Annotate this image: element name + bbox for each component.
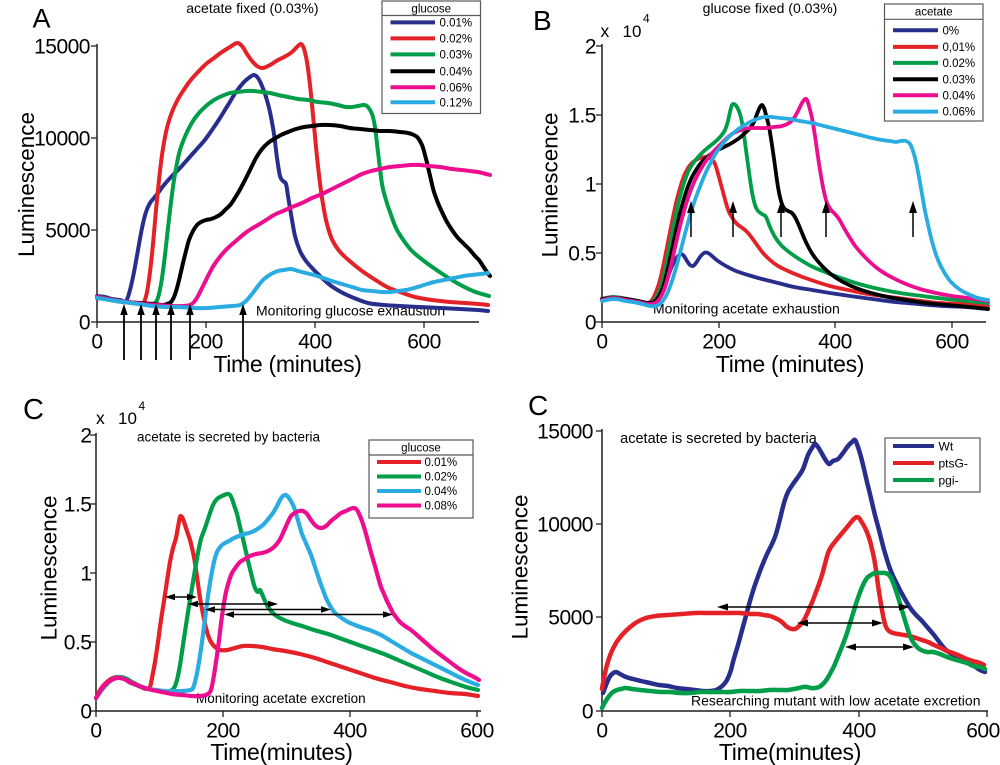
svg-text:0.5: 0.5 xyxy=(568,243,596,266)
svg-text:0.03%: 0.03% xyxy=(943,74,976,86)
svg-text:Time(minutes): Time(minutes) xyxy=(719,739,861,765)
svg-text:5000: 5000 xyxy=(45,220,90,243)
svg-text:Monitoring acetate exhaustion: Monitoring acetate exhaustion xyxy=(653,301,840,317)
svg-text:0.5: 0.5 xyxy=(64,632,92,655)
svg-text:x: x xyxy=(96,408,105,428)
svg-text:0: 0 xyxy=(585,312,596,335)
svg-text:acetate: acetate xyxy=(915,7,953,19)
svg-text:4: 4 xyxy=(139,399,146,413)
svg-text:600: 600 xyxy=(935,331,969,354)
svg-text:0.12%: 0.12% xyxy=(440,97,473,109)
svg-text:2: 2 xyxy=(585,36,596,59)
svg-text:glucose: glucose xyxy=(411,4,451,16)
svg-text:Luminescence: Luminescence xyxy=(37,495,62,640)
svg-text:acetate is secreted by bacteri: acetate is secreted by bacteria xyxy=(620,431,818,447)
svg-text:200: 200 xyxy=(189,331,223,354)
svg-text:C: C xyxy=(528,390,548,421)
svg-text:C: C xyxy=(23,394,44,426)
svg-text:0: 0 xyxy=(79,312,90,335)
svg-text:Luminescence: Luminescence xyxy=(14,112,39,257)
svg-text:glucose: glucose xyxy=(401,443,441,455)
svg-text:400: 400 xyxy=(333,720,367,743)
svg-text:200: 200 xyxy=(713,720,747,743)
svg-text:10000: 10000 xyxy=(537,514,593,537)
svg-text:B: B xyxy=(533,5,552,36)
svg-text:400: 400 xyxy=(842,720,876,743)
svg-text:400: 400 xyxy=(818,331,852,354)
svg-text:0: 0 xyxy=(596,331,607,354)
svg-text:0.02%: 0.02% xyxy=(440,34,473,46)
svg-text:200: 200 xyxy=(702,331,736,354)
svg-text:pgi-: pgi- xyxy=(939,473,959,487)
svg-text:200: 200 xyxy=(206,720,240,743)
svg-text:1.5: 1.5 xyxy=(568,105,596,128)
svg-text:Time (minutes): Time (minutes) xyxy=(213,351,361,377)
svg-text:0.01%: 0.01% xyxy=(440,18,473,30)
svg-text:10000: 10000 xyxy=(34,128,90,151)
svg-text:10: 10 xyxy=(118,409,137,428)
svg-text:Luminescence: Luminescence xyxy=(538,112,563,257)
svg-text:0.03%: 0.03% xyxy=(440,50,473,62)
svg-text:0.02%: 0.02% xyxy=(943,58,976,70)
svg-text:1: 1 xyxy=(80,563,91,586)
svg-text:1.5: 1.5 xyxy=(64,494,92,517)
svg-text:2: 2 xyxy=(80,425,91,448)
svg-text:x: x xyxy=(601,21,610,41)
svg-text:Wt: Wt xyxy=(939,439,954,453)
svg-text:15000: 15000 xyxy=(34,36,90,59)
svg-text:0.08%: 0.08% xyxy=(425,501,458,513)
svg-text:Time(minutes): Time(minutes) xyxy=(210,739,352,765)
svg-text:5000: 5000 xyxy=(548,607,593,630)
svg-text:15000: 15000 xyxy=(537,421,593,444)
svg-text:0: 0 xyxy=(90,720,101,743)
svg-text:0: 0 xyxy=(91,331,102,354)
svg-text:10: 10 xyxy=(623,22,642,41)
svg-text:0: 0 xyxy=(596,720,607,743)
svg-text:Luminescence: Luminescence xyxy=(508,494,533,639)
svg-text:0.04%: 0.04% xyxy=(440,66,473,78)
svg-text:1: 1 xyxy=(585,174,596,197)
svg-text:ptsG-: ptsG- xyxy=(939,456,968,470)
svg-text:glucose fixed (0.03%): glucose fixed (0.03%) xyxy=(703,0,838,16)
svg-text:600: 600 xyxy=(966,720,1000,743)
svg-text:Time (minutes): Time (minutes) xyxy=(716,351,864,377)
svg-text:0.06%: 0.06% xyxy=(440,82,473,94)
svg-text:0.04%: 0.04% xyxy=(943,90,976,102)
svg-text:400: 400 xyxy=(298,331,332,354)
svg-text:acetate is secreted by bacteri: acetate is secreted by bacteria xyxy=(137,430,321,445)
svg-text:0.06%: 0.06% xyxy=(943,107,976,119)
svg-text:Monitoring acetate excretion: Monitoring acetate excretion xyxy=(196,691,366,706)
svg-text:600: 600 xyxy=(460,720,494,743)
svg-text:0: 0 xyxy=(80,701,91,724)
svg-text:0.01%: 0.01% xyxy=(425,457,458,469)
svg-text:0.02%: 0.02% xyxy=(425,472,458,484)
svg-text:0.04%: 0.04% xyxy=(425,486,458,498)
svg-text:0: 0 xyxy=(582,701,593,724)
svg-text:0,01%: 0,01% xyxy=(943,42,976,54)
svg-text:600: 600 xyxy=(407,331,441,354)
svg-text:acetate fixed (0.03%): acetate fixed (0.03%) xyxy=(186,0,318,16)
svg-text:A: A xyxy=(33,4,51,34)
svg-text:4: 4 xyxy=(643,12,650,26)
svg-text:0%: 0% xyxy=(943,25,960,37)
svg-text:Researching mutant with low ac: Researching mutant with low acetate excr… xyxy=(691,693,980,709)
